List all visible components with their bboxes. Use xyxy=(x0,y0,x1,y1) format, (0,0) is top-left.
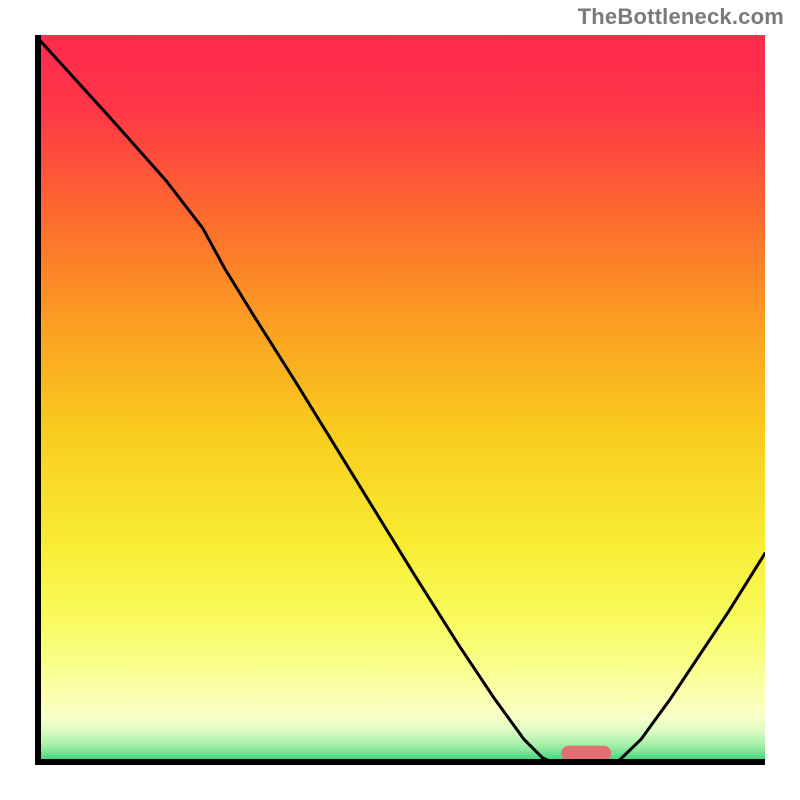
chart-plot-area xyxy=(35,35,765,765)
optimal-zone-marker xyxy=(561,746,611,761)
chart-curve xyxy=(35,35,765,765)
watermark-text: TheBottleneck.com xyxy=(578,4,784,30)
